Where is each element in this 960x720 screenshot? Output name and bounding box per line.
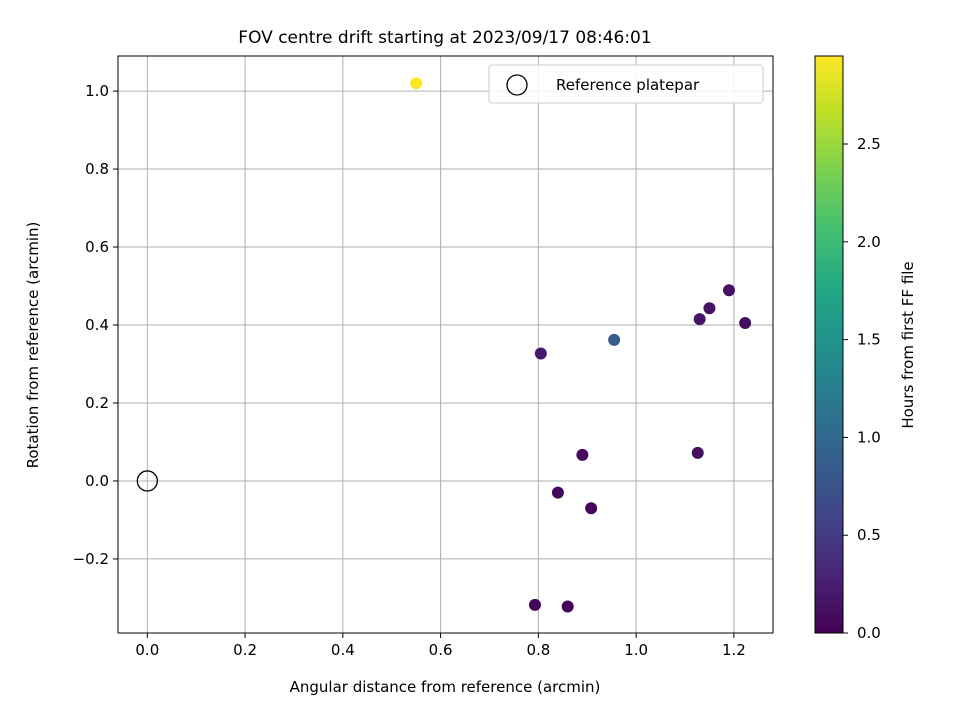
data-point [585, 502, 598, 515]
y-axis: −0.2 0.0 0.2 0.4 0.6 0.8 1.0 [73, 82, 118, 568]
legend-open-circle-icon [506, 74, 528, 96]
colorbar-tick-label: 1.5 [857, 331, 881, 349]
data-point [739, 317, 752, 330]
x-tick-label: 0.2 [233, 641, 257, 659]
data-point [551, 486, 564, 499]
x-tick-label: 1.0 [624, 641, 648, 659]
data-point [703, 302, 716, 315]
y-axis-label: Rotation from reference (arcmin) [24, 222, 42, 469]
data-point [410, 77, 423, 90]
x-tick-label: 1.2 [722, 641, 746, 659]
colorbar-label: Hours from first FF file [899, 261, 917, 428]
chart-title: FOV centre drift starting at 2023/09/17 … [238, 28, 651, 48]
y-tick-label: 0.6 [85, 238, 109, 256]
colorbar-tick-label: 0.5 [857, 526, 881, 544]
x-tick-label: 0.4 [331, 641, 355, 659]
legend[interactable]: Reference platepar [488, 64, 764, 104]
data-point [691, 446, 704, 459]
x-axis-label: Angular distance from reference (arcmin) [290, 678, 601, 696]
y-tick-label: −0.2 [73, 550, 109, 568]
data-point [723, 284, 736, 297]
data-point [528, 598, 541, 611]
y-tick-label: 0.4 [85, 316, 109, 334]
colorbar-gradient [814, 55, 844, 634]
y-tick-label: 0.2 [85, 394, 109, 412]
plot-frame [117, 55, 774, 634]
reference-point [136, 470, 158, 492]
legend-entry-label: Reference platepar [556, 76, 700, 94]
reference-marker [136, 470, 158, 492]
x-axis: 0.0 0.2 0.4 0.6 0.8 1.0 1.2 [135, 633, 746, 659]
y-tick-label: 0.8 [85, 160, 109, 178]
colorbar-tick-label: 2.0 [857, 233, 881, 251]
data-point [534, 347, 547, 360]
x-tick-label: 0.0 [135, 641, 159, 659]
data-point [561, 600, 574, 613]
colorbar-tick-label: 2.5 [857, 135, 881, 153]
legend-box [488, 64, 764, 104]
colorbar: 0.0 0.5 1.0 1.5 2.0 2.5 Hours from first FF f… [814, 55, 917, 642]
x-tick-label: 0.8 [526, 641, 550, 659]
colorbar-tick-label: 1.0 [857, 428, 881, 446]
data-points [410, 77, 752, 613]
y-tick-label: 1.0 [85, 82, 109, 100]
data-point [693, 313, 706, 326]
y-tick-label: 0.0 [85, 472, 109, 490]
data-point [576, 448, 589, 461]
grid-lines [118, 56, 773, 633]
colorbar-tick-label: 0.0 [857, 624, 881, 642]
data-point [608, 333, 621, 346]
x-tick-label: 0.6 [429, 641, 453, 659]
